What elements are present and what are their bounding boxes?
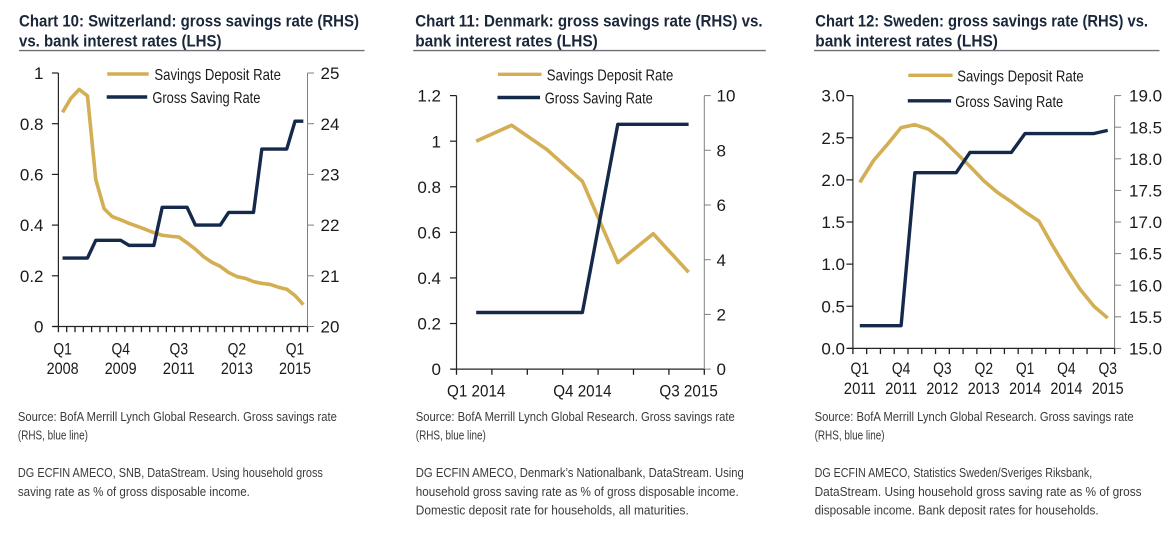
svg-text:17.0: 17.0 [1129, 213, 1162, 232]
svg-text:22: 22 [321, 216, 340, 235]
svg-text:Q4: Q4 [892, 359, 911, 378]
svg-text:0.6: 0.6 [20, 166, 44, 185]
svg-text:Q2: Q2 [228, 339, 247, 358]
svg-text:Q1: Q1 [851, 359, 870, 378]
svg-text:2012: 2012 [926, 379, 958, 398]
svg-text:Q2: Q2 [975, 359, 994, 378]
svg-text:0: 0 [34, 318, 43, 337]
svg-text:15.0: 15.0 [1129, 340, 1162, 359]
svg-text:23: 23 [321, 166, 340, 185]
svg-text:4: 4 [717, 251, 726, 270]
svg-text:3.0: 3.0 [821, 87, 845, 106]
svg-text:0.6: 0.6 [417, 223, 441, 242]
svg-text:6: 6 [717, 196, 726, 215]
svg-text:Gross Saving Rate: Gross Saving Rate [955, 94, 1063, 111]
svg-text:1.0: 1.0 [821, 255, 845, 274]
svg-text:Q3: Q3 [170, 339, 189, 358]
svg-text:Chart 10: Switzerland: gross s: Chart 10: Switzerland: gross savings rat… [19, 12, 359, 30]
svg-text:disposable income. Bank deposi: disposable income. Bank deposit rates fo… [815, 503, 1099, 518]
svg-text:15.5: 15.5 [1129, 308, 1162, 327]
svg-text:Gross Saving Rate: Gross Saving Rate [545, 91, 653, 108]
svg-text:Q3 2015: Q3 2015 [659, 381, 717, 400]
svg-text:Gross Saving Rate: Gross Saving Rate [152, 90, 260, 107]
svg-text:0.4: 0.4 [20, 216, 44, 235]
svg-text:DG ECFIN AMECO, SNB, DataStrea: DG ECFIN AMECO, SNB, DataStream. Using h… [18, 465, 323, 480]
svg-text:(RHS, blue line): (RHS, blue line) [416, 428, 486, 443]
svg-text:bank interest rates (LHS): bank interest rates (LHS) [815, 32, 998, 50]
svg-text:1.2: 1.2 [417, 87, 441, 106]
svg-text:2: 2 [717, 306, 726, 325]
svg-text:Source: BofA Merrill Lynch Glo: Source: BofA Merrill Lynch Global Resear… [416, 409, 735, 424]
svg-text:24: 24 [321, 115, 340, 134]
svg-text:0: 0 [432, 360, 441, 379]
svg-text:2011: 2011 [885, 379, 917, 398]
svg-text:(RHS, blue line): (RHS, blue line) [18, 428, 88, 443]
svg-text:17.5: 17.5 [1129, 182, 1162, 201]
svg-text:2013: 2013 [968, 379, 1000, 398]
svg-text:DG ECFIN AMECO, Denmark’s Nati: DG ECFIN AMECO, Denmark’s Nationalbank, … [416, 465, 744, 480]
svg-text:0.2: 0.2 [417, 315, 441, 334]
svg-text:2011: 2011 [844, 379, 876, 398]
svg-text:0.8: 0.8 [20, 115, 44, 134]
svg-text:DataStream. Using household gr: DataStream. Using household gross saving… [815, 484, 1142, 499]
svg-text:Q4: Q4 [1057, 359, 1076, 378]
svg-text:Q4: Q4 [111, 339, 130, 358]
svg-text:0: 0 [717, 360, 726, 379]
svg-text:2014: 2014 [1009, 379, 1041, 398]
svg-text:vs. bank interest rates (LHS): vs. bank interest rates (LHS) [19, 32, 222, 50]
svg-text:0.8: 0.8 [417, 178, 441, 197]
svg-text:Q1: Q1 [286, 339, 305, 358]
svg-text:Q1 2014: Q1 2014 [447, 381, 505, 400]
svg-text:25: 25 [321, 64, 340, 83]
svg-text:household gross saving rate as: household gross saving rate as % of gros… [416, 484, 739, 499]
svg-text:18.5: 18.5 [1129, 118, 1162, 137]
svg-text:10: 10 [717, 87, 736, 106]
svg-text:2008: 2008 [47, 359, 79, 378]
svg-text:18.0: 18.0 [1129, 150, 1162, 169]
svg-text:0.5: 0.5 [821, 297, 845, 316]
svg-text:saving rate as % of gross disp: saving rate as % of gross disposable inc… [18, 484, 250, 499]
svg-text:0.0: 0.0 [821, 340, 845, 359]
svg-text:Chart 11: Denmark: gross savin: Chart 11: Denmark: gross savings rate (R… [415, 12, 762, 30]
svg-text:1: 1 [34, 64, 43, 83]
svg-text:0.2: 0.2 [20, 267, 44, 286]
svg-text:1.5: 1.5 [821, 213, 845, 232]
svg-text:Savings Deposit Rate: Savings Deposit Rate [547, 67, 674, 84]
svg-text:Q1: Q1 [53, 339, 72, 358]
svg-text:8: 8 [717, 141, 726, 160]
svg-text:DG ECFIN AMECO, Statistics Swe: DG ECFIN AMECO, Statistics Sweden/Sverig… [815, 465, 1093, 480]
svg-text:2014: 2014 [1050, 379, 1082, 398]
svg-text:19.0: 19.0 [1129, 87, 1162, 106]
svg-text:Source: BofA Merrill Lynch Glo: Source: BofA Merrill Lynch Global Resear… [18, 409, 337, 424]
svg-text:(RHS, blue line): (RHS, blue line) [815, 428, 885, 443]
svg-text:Q4 2014: Q4 2014 [553, 381, 611, 400]
svg-text:16.5: 16.5 [1129, 245, 1162, 264]
svg-text:1: 1 [432, 132, 441, 151]
svg-text:0.4: 0.4 [417, 269, 441, 288]
svg-text:Domestic deposit rate for hous: Domestic deposit rate for households, al… [416, 503, 689, 518]
svg-text:21: 21 [321, 267, 340, 286]
svg-text:Chart 12: Sweden: gross saving: Chart 12: Sweden: gross savings rate (RH… [815, 12, 1148, 30]
svg-text:2015: 2015 [1092, 379, 1124, 398]
svg-text:Q3: Q3 [933, 359, 952, 378]
svg-text:bank interest rates (LHS): bank interest rates (LHS) [415, 32, 598, 50]
svg-text:Source: BofA Merrill Lynch Glo: Source: BofA Merrill Lynch Global Resear… [815, 409, 1134, 424]
svg-text:2013: 2013 [221, 359, 253, 378]
svg-text:Q1: Q1 [1016, 359, 1035, 378]
svg-text:20: 20 [321, 318, 340, 337]
svg-text:2015: 2015 [279, 359, 311, 378]
svg-text:Savings Deposit Rate: Savings Deposit Rate [957, 68, 1084, 85]
svg-text:2.5: 2.5 [821, 129, 845, 148]
svg-text:2.0: 2.0 [821, 171, 845, 190]
svg-text:2009: 2009 [105, 359, 137, 378]
svg-text:2011: 2011 [163, 359, 195, 378]
svg-text:16.0: 16.0 [1129, 276, 1162, 295]
svg-text:Q3: Q3 [1098, 359, 1117, 378]
svg-text:Savings Deposit Rate: Savings Deposit Rate [154, 67, 281, 84]
